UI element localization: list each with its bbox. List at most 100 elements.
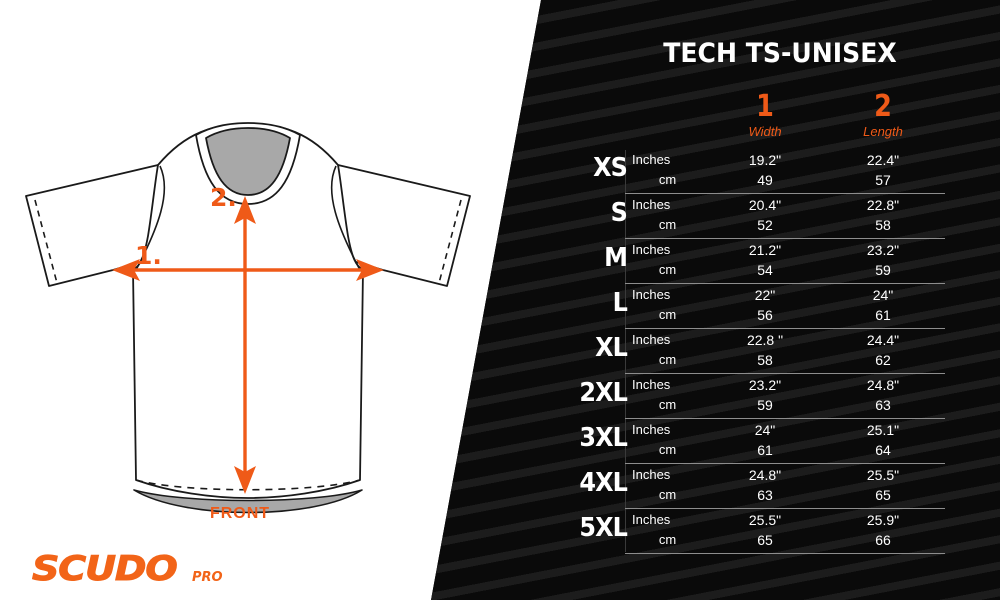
width-value-cell: 24.8" 63: [705, 465, 825, 505]
length-inches-value: 24.4": [866, 332, 900, 348]
length-inches-value: 25.9": [866, 512, 900, 528]
row-content: S Inches cm 20.4" 52 22.8" 58: [560, 195, 1000, 238]
row-separator: [625, 508, 945, 509]
width-cm-value: 65: [757, 532, 773, 548]
column-number-2: 2: [874, 89, 892, 124]
right-raglan-seam: [330, 165, 361, 271]
left-raglan-seam: [135, 165, 166, 271]
length-inches-value: 24": [872, 287, 894, 303]
unit-cm-label: cm: [658, 532, 677, 547]
unit-cm-label: cm: [658, 487, 677, 502]
width-inches-value: 19.2": [748, 152, 782, 168]
unit-inches-label: Inches: [632, 512, 671, 527]
width-cm-value: 54: [757, 262, 773, 278]
length-value-cell: 25.5" 65: [823, 465, 943, 505]
unit-cell: Inches cm: [630, 420, 705, 460]
width-value-cell: 20.4" 52: [705, 195, 825, 235]
width-inches-value: 24.8": [748, 467, 782, 483]
width-arrow-head-left: [112, 259, 140, 281]
row-separator: [625, 418, 945, 419]
length-cm-value: 63: [875, 397, 891, 413]
table-row: 2XL Inches cm 23.2" 59 24.8" 63: [560, 373, 1000, 418]
unit-cell: Inches cm: [630, 330, 705, 370]
row-separator: [625, 328, 945, 329]
row-separator: [625, 238, 945, 239]
size-label-4xl: 4XL: [579, 468, 628, 498]
width-cm-value: 63: [757, 487, 773, 503]
width-cm-value: 49: [757, 172, 773, 188]
width-inches-value: 22": [754, 287, 776, 303]
size-label-5xl: 5XL: [579, 513, 628, 543]
width-inches-value: 23.2": [748, 377, 782, 393]
row-content: 4XL Inches cm 24.8" 63 25.5" 65: [560, 465, 1000, 508]
length-inches-value: 22.8": [866, 197, 900, 213]
chart-title: TECH TS-UNISEX: [663, 38, 897, 69]
row-content: M Inches cm 21.2" 54 23.2" 59: [560, 240, 1000, 283]
width-cm-value: 52: [757, 217, 773, 233]
width-value-cell: 21.2" 54: [705, 240, 825, 280]
logo-wordmark: SCUDO: [31, 549, 178, 589]
unit-cell: Inches cm: [630, 510, 705, 550]
right-cuff-stitch: [438, 199, 462, 284]
length-value-cell: 25.1" 64: [823, 420, 943, 460]
size-table-body: XS Inches cm 19.2" 49 22.4" 57 S Inches cm 20.4" 52…: [560, 148, 1000, 555]
size-label-xs: XS: [593, 153, 628, 183]
table-row: M Inches cm 21.2" 54 23.2" 59: [560, 238, 1000, 283]
length-inches-value: 25.1": [866, 422, 900, 438]
unit-cell: Inches cm: [630, 195, 705, 235]
size-label-l: L: [612, 288, 628, 318]
tshirt-diagram: 2. 1.: [25, 122, 471, 514]
row-separator: [625, 373, 945, 374]
table-row: 4XL Inches cm 24.8" 63 25.5" 65: [560, 463, 1000, 508]
row-content: 3XL Inches cm 24" 61 25.1" 64: [560, 420, 1000, 463]
unit-cell: Inches cm: [630, 375, 705, 415]
unit-cell: Inches cm: [630, 150, 705, 190]
length-cm-value: 58: [875, 217, 891, 233]
length-cm-value: 65: [875, 487, 891, 503]
row-content: 5XL Inches cm 25.5" 65 25.9" 66: [560, 510, 1000, 553]
table-row: S Inches cm 20.4" 52 22.8" 58: [560, 193, 1000, 238]
length-cm-value: 64: [875, 442, 891, 458]
width-inches-value: 22.8 ": [746, 332, 784, 348]
width-value-cell: 22" 56: [705, 285, 825, 325]
unit-cm-label: cm: [658, 307, 677, 322]
unit-cm-label: cm: [658, 397, 677, 412]
column-name-width: Width: [748, 124, 782, 139]
unit-inches-label: Inches: [632, 422, 671, 437]
width-value-cell: 23.2" 59: [705, 375, 825, 415]
hem-opening: [133, 489, 363, 514]
width-cm-value: 58: [757, 352, 773, 368]
length-cm-value: 66: [875, 532, 891, 548]
unit-inches-label: Inches: [632, 242, 671, 257]
width-arrow-head-right: [356, 259, 384, 281]
length-inches-value: 24.8": [866, 377, 900, 393]
table-row: L Inches cm 22" 56 24" 61: [560, 283, 1000, 328]
scudo-pro-logo: SCUDO PRO: [31, 549, 262, 592]
unit-inches-label: Inches: [632, 197, 671, 212]
length-value-cell: 24.4" 62: [823, 330, 943, 370]
size-label-s: S: [610, 198, 628, 228]
column-header-length: 2 Length: [823, 89, 943, 140]
table-row: XS Inches cm 19.2" 49 22.4" 57: [560, 148, 1000, 193]
length-value-cell: 24" 61: [823, 285, 943, 325]
length-cm-value: 62: [875, 352, 891, 368]
unit-inches-label: Inches: [632, 152, 671, 167]
unit-cell: Inches cm: [630, 465, 705, 505]
length-cm-value: 59: [875, 262, 891, 278]
width-inches-value: 21.2": [748, 242, 782, 258]
length-inches-value: 23.2": [866, 242, 900, 258]
front-view-label: FRONT: [209, 505, 271, 522]
row-content: 2XL Inches cm 23.2" 59 24.8" 63: [560, 375, 1000, 418]
unit-cm-label: cm: [658, 262, 677, 277]
marker-length-label: 2.: [210, 183, 237, 212]
table-vertical-divider: [625, 150, 626, 552]
row-separator: [625, 553, 945, 554]
size-label-3xl: 3XL: [579, 423, 628, 453]
length-inches-value: 22.4": [866, 152, 900, 168]
width-cm-value: 59: [757, 397, 773, 413]
size-label-m: M: [604, 243, 628, 273]
column-number-1: 1: [756, 89, 774, 124]
row-separator: [625, 193, 945, 194]
